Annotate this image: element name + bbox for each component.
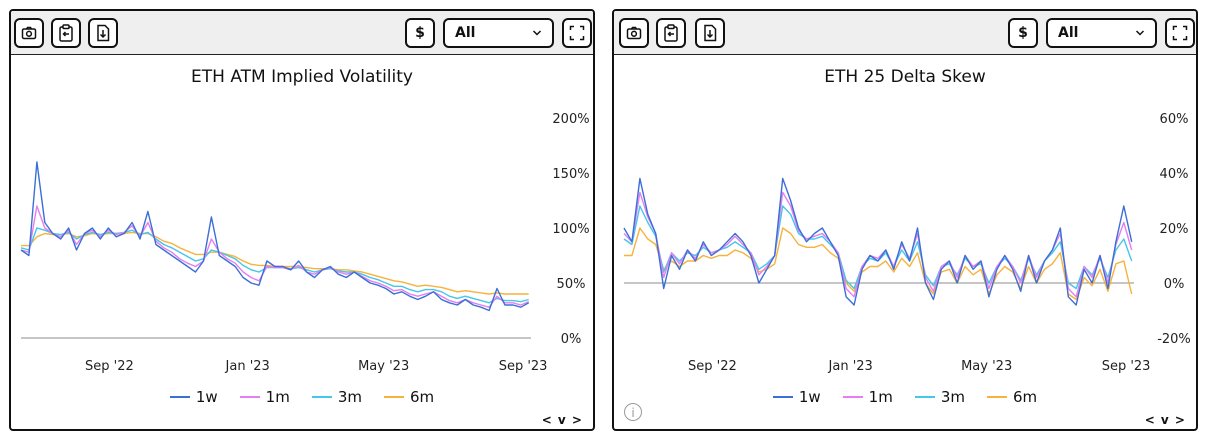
chevron-down-icon [532, 30, 542, 36]
download-button[interactable] [695, 18, 725, 48]
legend-item-3m[interactable]: 3m [311, 388, 362, 406]
download-icon [704, 24, 717, 42]
legend-swatch [842, 396, 863, 398]
range-select-value: All [1058, 25, 1079, 41]
chart-title: ETH 25 Delta Skew [824, 67, 986, 87]
legend-label: 1m [265, 388, 290, 406]
screenshot-button[interactable] [619, 18, 649, 48]
legend-swatch [311, 396, 332, 398]
y-tick-label: 40% [1160, 167, 1189, 182]
legend-swatch [914, 396, 935, 398]
legend-label: 3m [337, 388, 362, 406]
range-select-value: All [455, 25, 476, 41]
y-tick-label: 0% [561, 332, 582, 347]
clipboard-icon [59, 24, 73, 42]
chevron-down-icon [1135, 30, 1145, 36]
currency-button[interactable]: $ [405, 18, 435, 48]
legend-swatch [986, 396, 1007, 398]
skew-chart: -20% 0% 20% 40% 60% Sep '22 Jan '23 May '23 Sep … [623, 112, 1191, 374]
x-tick-label: Sep '23 [1102, 359, 1151, 374]
legend-item-1m[interactable]: 1m [842, 388, 893, 406]
legend-swatch [383, 396, 404, 398]
y-tick-label: 100% [552, 222, 589, 237]
legend: 1w 1m 3m 6m [11, 388, 593, 406]
copy-button[interactable] [51, 18, 81, 48]
screenshot-button[interactable] [14, 18, 44, 48]
legend-item-6m[interactable]: 6m [986, 388, 1038, 406]
currency-label: $ [1018, 25, 1028, 41]
x-tick-label: Jan '23 [225, 359, 270, 374]
range-select[interactable]: All [443, 18, 554, 48]
info-icon[interactable]: i [624, 403, 642, 421]
download-button[interactable] [88, 18, 118, 48]
y-tick-label: 150% [552, 167, 589, 182]
fullscreen-button[interactable] [562, 18, 592, 48]
copy-button[interactable] [656, 18, 686, 48]
legend-item-3m[interactable]: 3m [914, 388, 965, 406]
nav-controls[interactable]: < v > [1144, 413, 1186, 427]
currency-button[interactable]: $ [1008, 18, 1038, 48]
legend: 1w 1m 3m 6m [614, 388, 1196, 406]
series-line-1w [20, 161, 530, 312]
iv-chart-panel: $ All ETH ATM Implied Volatility 0% 50% 10… [9, 9, 595, 431]
range-select[interactable]: All [1046, 18, 1157, 48]
x-tick-label: Sep '23 [499, 359, 548, 374]
legend-label: 1m [868, 388, 893, 406]
legend-label: 6m [409, 388, 435, 406]
x-tick-label: Sep '22 [688, 359, 737, 374]
toolbar: $ All [614, 11, 1196, 55]
legend-swatch [239, 396, 260, 398]
series-line-3m [20, 227, 529, 304]
legend-item-1m[interactable]: 1m [239, 388, 290, 406]
download-icon [97, 24, 110, 42]
legend-label: 1w [798, 388, 821, 406]
series-line-1m [623, 191, 1133, 298]
legend-item-1w[interactable]: 1w [169, 388, 218, 406]
series-line-6m [624, 227, 1133, 301]
legend-label: 3m [940, 388, 965, 406]
y-tick-label: 60% [1160, 112, 1189, 127]
nav-controls[interactable]: < v > [541, 413, 583, 427]
x-tick-label: May '23 [961, 359, 1012, 374]
fullscreen-icon [569, 25, 585, 41]
y-tick-label: 200% [552, 112, 589, 127]
y-tick-label: -20% [1157, 332, 1191, 347]
y-tick-label: 50% [557, 277, 586, 292]
x-tick-label: Jan '23 [828, 359, 873, 374]
series-line-6m [21, 231, 529, 295]
y-tick-label: 20% [1160, 222, 1189, 237]
legend-label: 6m [1012, 388, 1038, 406]
camera-icon [21, 26, 37, 40]
legend-item-1w[interactable]: 1w [772, 388, 821, 406]
legend-swatch [169, 396, 190, 398]
x-tick-label: Sep '22 [85, 359, 134, 374]
legend-swatch [772, 396, 793, 398]
x-tick-label: May '23 [358, 359, 409, 374]
fullscreen-button[interactable] [1165, 18, 1195, 48]
camera-icon [626, 26, 642, 40]
series-line-1w [623, 177, 1133, 306]
chart-title: ETH ATM Implied Volatility [191, 67, 413, 87]
toolbar: $ All [11, 11, 593, 55]
fullscreen-icon [1172, 25, 1188, 41]
currency-label: $ [415, 25, 425, 41]
skew-chart-panel: $ All ETH 25 Delta Skew -20% 0% 20% 40% 60% S… [612, 9, 1198, 431]
clipboard-icon [664, 24, 678, 42]
iv-chart: 0% 50% 100% 150% 200% Sep '22 Jan '23 May '23 Se… [20, 112, 590, 374]
series-line-3m [623, 205, 1133, 290]
series-line-1m [20, 205, 529, 308]
legend-item-6m[interactable]: 6m [383, 388, 435, 406]
legend-label: 1w [195, 388, 218, 406]
y-tick-label: 0% [1164, 277, 1185, 292]
